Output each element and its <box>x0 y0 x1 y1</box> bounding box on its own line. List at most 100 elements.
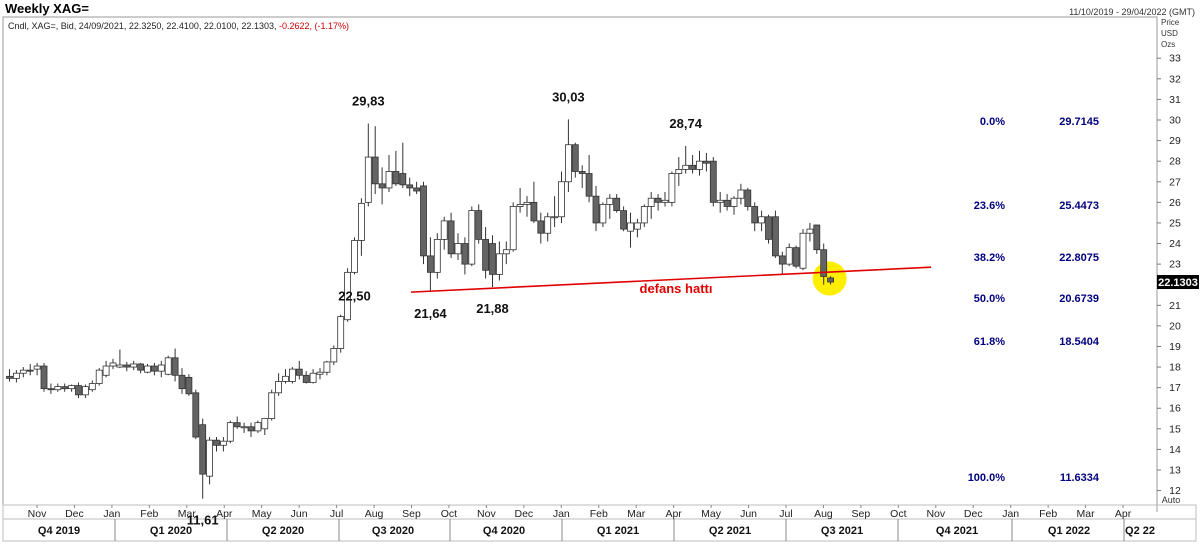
candle-body <box>399 173 407 186</box>
candle-body <box>144 365 151 373</box>
month-label: Feb <box>1039 508 1057 520</box>
candle-body <box>661 199 669 203</box>
price-axis-label: Price <box>1161 18 1180 27</box>
last-price-label: 22.1303 <box>1158 277 1198 289</box>
y-tick-label: 25 <box>1169 217 1181 229</box>
price-annotation: 28,74 <box>669 116 702 131</box>
candle-body <box>440 220 448 240</box>
candle-body <box>696 160 703 170</box>
month-label: Jun <box>740 508 757 520</box>
candle-body <box>551 216 558 219</box>
candle-body <box>157 364 165 372</box>
candle-body <box>565 144 572 183</box>
candle-body <box>54 386 62 391</box>
y-tick-label: 19 <box>1169 341 1181 353</box>
candle-body <box>799 232 807 269</box>
candle-body <box>578 171 586 174</box>
candle-body <box>371 156 379 185</box>
month-label: Oct <box>890 508 906 520</box>
candle-body <box>137 363 145 371</box>
candle-body <box>378 183 386 189</box>
candle-body <box>723 199 731 207</box>
quarter-label: Q1 2022 <box>1048 525 1090 537</box>
month-label: Feb <box>590 508 608 520</box>
y-tick-label: 17 <box>1169 382 1181 394</box>
candle-body <box>640 206 648 224</box>
quarter-label: Q2 2021 <box>709 525 751 537</box>
quarter-label: Q4 2019 <box>38 525 80 537</box>
candle-body <box>433 239 441 273</box>
candle-body <box>502 249 510 255</box>
y-tick-label: 20 <box>1169 320 1181 332</box>
candle-body <box>426 255 434 273</box>
series-info-values: Cndl, XAG=, Bid, 24/09/2021, 22.3250, 22… <box>8 21 277 31</box>
fib-price: 18.5404 <box>1059 336 1100 348</box>
y-tick-label: 15 <box>1169 423 1181 435</box>
month-label: Sep <box>402 508 421 520</box>
candle-body <box>88 383 96 391</box>
candle-body <box>689 164 696 170</box>
candle-body <box>6 375 13 379</box>
month-label: Jun <box>291 508 308 520</box>
candle-body <box>620 210 627 230</box>
candle-body <box>592 195 600 224</box>
month-label: Nov <box>477 508 496 520</box>
candle-body <box>33 365 41 370</box>
price-annotation: 22,50 <box>338 288 371 303</box>
candle-body <box>275 381 283 394</box>
candle-body <box>171 357 179 376</box>
quarter-label: Q4 2020 <box>483 525 525 537</box>
support-line <box>410 266 932 293</box>
quarter-label: Q1 2020 <box>150 525 192 537</box>
candle-body <box>558 181 565 218</box>
month-label: Dec <box>964 508 983 520</box>
candle-body <box>571 144 579 172</box>
candle-body <box>206 439 214 477</box>
fib-price: 20.6739 <box>1059 293 1099 305</box>
candle-body <box>675 169 683 174</box>
candle-body <box>489 243 496 275</box>
candle-body <box>295 368 303 376</box>
price-annotation: 21,64 <box>414 306 447 321</box>
candle-body <box>185 376 193 395</box>
candle-body <box>751 206 759 224</box>
quarter-label: Q3 2021 <box>821 525 863 537</box>
candle-body <box>150 365 158 372</box>
price-annotation: 21,88 <box>476 301 509 316</box>
candle-body <box>102 365 110 376</box>
candle-body <box>482 239 490 271</box>
month-label: Aug <box>814 508 833 520</box>
candle-body <box>47 388 55 391</box>
candle-body <box>199 424 207 475</box>
fib-level: 61.8% <box>974 336 1005 348</box>
y-tick-label: 26 <box>1169 197 1181 209</box>
candle-body <box>744 189 752 207</box>
candle-body <box>323 361 331 373</box>
candle-body <box>772 216 779 257</box>
month-label: May <box>701 508 722 520</box>
candle-body <box>385 171 393 189</box>
y-tick-label: 28 <box>1169 156 1181 168</box>
fib-price: 29.7145 <box>1059 116 1099 128</box>
y-tick-label: 21 <box>1169 300 1181 312</box>
candle-body <box>330 348 338 363</box>
month-label: Nov <box>926 508 945 520</box>
y-tick-label: 32 <box>1169 73 1181 85</box>
month-label: Nov <box>28 508 47 520</box>
fib-level: 0.0% <box>980 116 1005 128</box>
candle-body <box>406 184 414 189</box>
candle-body <box>785 247 793 265</box>
y-tick-label: 13 <box>1169 465 1181 477</box>
candle-body <box>61 386 69 390</box>
y-tick-label: 24 <box>1169 238 1181 250</box>
candle-body <box>420 185 427 257</box>
fib-level: 100.0% <box>968 472 1006 484</box>
month-label: Dec <box>65 508 84 520</box>
quarter-label: Q1 2021 <box>597 525 639 537</box>
candle-body <box>813 224 821 251</box>
month-label: Apr <box>1115 508 1132 520</box>
month-label: Sep <box>852 508 871 520</box>
date-range: 11/10/2019 - 29/04/2022 (GMT) <box>1069 7 1195 17</box>
candle-body <box>261 418 269 430</box>
